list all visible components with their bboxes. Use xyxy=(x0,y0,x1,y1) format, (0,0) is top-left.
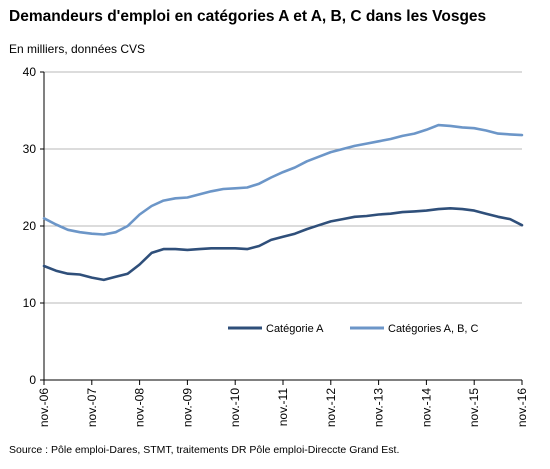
series-lines xyxy=(42,123,524,282)
x-axis-ticks: nov.-06 nov.-07 nov.-08 nov.-09 nov.-10 nov.-… xyxy=(37,380,529,427)
x-tick-label: nov.-12 xyxy=(324,388,338,427)
x-tick-label: nov.-06 xyxy=(37,388,51,427)
x-tick-label: nov.-11 xyxy=(276,388,290,427)
legend: Catégorie A Catégories A, B, C xyxy=(228,323,479,335)
y-tick-label: 20 xyxy=(23,219,37,233)
legend-label: Catégories A, B, C xyxy=(388,323,479,335)
y-axis-ticks: 0 10 20 30 40 xyxy=(23,65,44,387)
chart-subtitle: En milliers, données CVS xyxy=(9,42,146,56)
y-tick-label: 30 xyxy=(23,142,37,156)
y-tick-label: 40 xyxy=(23,65,37,79)
legend-label: Catégorie A xyxy=(266,323,324,335)
x-tick-label: nov.-14 xyxy=(419,388,433,427)
chart-title: Demandeurs d'emploi en catégories A et A… xyxy=(9,8,487,25)
source-note: Source : Pôle emploi-Dares, STMT, traite… xyxy=(9,444,400,456)
series-line-categorie-a xyxy=(42,207,524,282)
y-tick-label: 10 xyxy=(23,296,37,310)
x-tick-label: nov.-16 xyxy=(515,388,529,427)
y-tick-label: 0 xyxy=(29,373,36,387)
x-tick-label: nov.-09 xyxy=(180,388,194,427)
series-line-categories-abc xyxy=(42,123,524,236)
x-tick-label: nov.-10 xyxy=(228,388,242,427)
x-tick-label: nov.-08 xyxy=(133,388,147,427)
x-tick-label: nov.-13 xyxy=(372,388,386,427)
x-tick-label: nov.-07 xyxy=(85,388,99,427)
gridlines xyxy=(44,71,522,304)
x-tick-label: nov.-15 xyxy=(467,388,481,427)
